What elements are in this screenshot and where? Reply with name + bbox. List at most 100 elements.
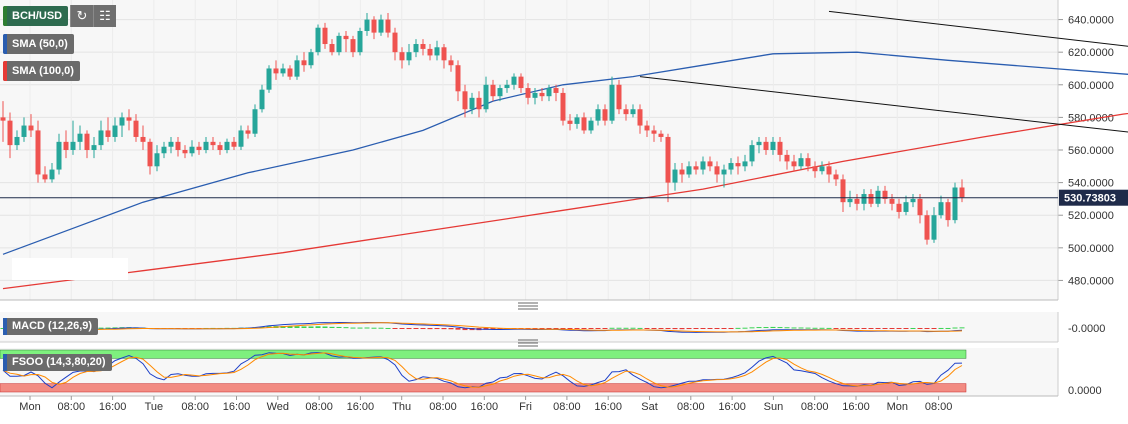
candle-body [679, 169, 685, 175]
candle [308, 48, 314, 69]
candle-body [497, 88, 503, 97]
refresh-icon[interactable]: ↻ [70, 5, 93, 27]
time-tick-label: 16:00 [347, 401, 375, 413]
macd-histogram-bar [721, 328, 727, 329]
time-tick-label: 08:00 [58, 401, 86, 413]
candle-body [371, 19, 377, 33]
candle [623, 104, 629, 121]
resize-handle-fsoo[interactable] [518, 339, 538, 347]
time-tick-label: 16:00 [471, 401, 499, 413]
candle-body [98, 130, 104, 146]
chart-settings-icon[interactable]: ☷ [93, 5, 116, 27]
fsoo-label[interactable]: FSOO (14,3,80,20) [3, 354, 112, 371]
macd-histogram-bar [392, 328, 398, 329]
candle-body [413, 44, 419, 53]
fsoo-tick-label: 0.0000 [1068, 385, 1102, 397]
macd-histogram-bar [602, 328, 608, 329]
legend-sma100[interactable]: SMA (100,0) [3, 61, 80, 81]
candle [315, 24, 321, 56]
candle-body [924, 215, 930, 240]
macd-histogram-bar [574, 328, 580, 329]
price-tick-label: 480.0000 [1068, 275, 1114, 287]
candle [105, 117, 111, 142]
macd-histogram-bar [742, 327, 748, 329]
time-tick-label: Wed [267, 401, 289, 413]
candle [763, 136, 769, 155]
macd-histogram-bar [441, 328, 447, 330]
candle-body [749, 145, 755, 162]
fsoo-k-line [2, 352, 963, 389]
candle [273, 60, 279, 80]
macd-histogram-bar [756, 327, 762, 329]
candle-body [28, 125, 34, 131]
candle [749, 140, 755, 167]
time-tick-label: 08:00 [925, 401, 953, 413]
macd-label[interactable]: MACD (12,26,9) [3, 318, 99, 335]
candle-body [581, 117, 587, 131]
legend-sma50[interactable]: SMA (50,0) [3, 34, 74, 54]
candle [938, 195, 944, 219]
legend-bchusd[interactable]: BCH/USD [3, 6, 69, 26]
candle-body [441, 47, 447, 61]
macd-histogram-bar [105, 327, 111, 329]
channel-upper-line[interactable] [828, 10, 1128, 197]
candle [455, 60, 461, 102]
resize-handle-macd[interactable] [518, 302, 538, 310]
time-tick-label: 08:00 [181, 401, 209, 413]
candle-body [763, 141, 769, 150]
candle-body [175, 141, 181, 150]
candle-body [49, 169, 55, 180]
candle-body [308, 52, 314, 66]
candle-body [301, 60, 307, 66]
candle-body [588, 120, 594, 131]
candle [175, 136, 181, 157]
candle-body [266, 68, 272, 90]
candle-body [665, 136, 671, 183]
macd-histogram-bar [728, 328, 734, 329]
candle-body [126, 117, 132, 121]
candle-body [721, 169, 727, 175]
macd-histogram-bar [889, 328, 895, 329]
candle-body [889, 198, 895, 204]
macd-histogram-bar [308, 326, 314, 328]
candle-body [931, 215, 937, 240]
candle [833, 169, 839, 186]
sma100-line [2, 112, 1128, 290]
candle [378, 14, 384, 36]
macd-panel-bg [0, 312, 1058, 342]
macd-histogram-bar [833, 328, 839, 329]
macd-histogram-bar [896, 328, 902, 329]
blank-label-area [12, 258, 128, 280]
candle-body [455, 65, 461, 92]
candle-body [84, 133, 90, 150]
macd-histogram-bar [371, 327, 377, 329]
candle [252, 104, 258, 137]
candle [616, 79, 622, 115]
macd-histogram-bar [903, 328, 909, 329]
candle-body [161, 146, 167, 154]
candle [609, 76, 615, 124]
candle [889, 194, 895, 211]
candle [504, 79, 510, 93]
fsoo-oversold-band [0, 383, 967, 393]
candle-body [511, 76, 517, 85]
sma50-line [2, 51, 1128, 255]
macd-histogram-bar [301, 326, 307, 328]
candle [322, 22, 328, 49]
channel-lower-line[interactable] [639, 76, 1128, 302]
candle [98, 120, 104, 150]
candle [14, 130, 20, 150]
candle [539, 88, 545, 102]
candle-body [385, 19, 391, 33]
macd-histogram-bar [840, 328, 846, 329]
candle-body [490, 84, 496, 97]
candle-body [315, 27, 321, 53]
fsoo-d-line [2, 352, 963, 388]
macd-tick-label: -0.0000 [1068, 323, 1105, 335]
candle [56, 133, 62, 175]
macd-histogram-bar [462, 328, 468, 331]
candle [644, 120, 650, 137]
macd-histogram-bar [910, 327, 916, 329]
macd-histogram-bar [938, 327, 944, 329]
